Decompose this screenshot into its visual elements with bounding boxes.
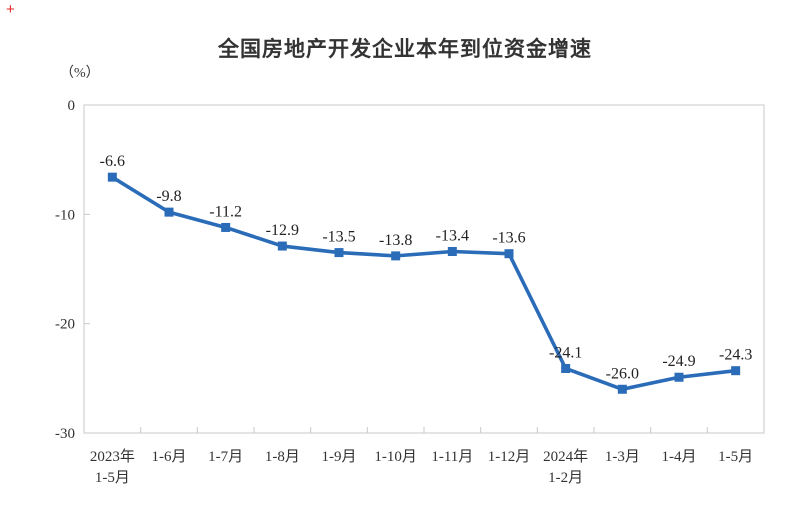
chart-title: 全国房地产开发企业本年到位资金增速 bbox=[218, 38, 592, 61]
x-axis-tick-label: 1-12月 bbox=[488, 449, 531, 465]
data-point-marker bbox=[504, 249, 514, 259]
x-axis-tick-label: 1-3月 bbox=[605, 449, 640, 465]
plot-border bbox=[83, 104, 765, 434]
data-point-label: -6.6 bbox=[100, 153, 125, 170]
data-point-marker bbox=[561, 363, 571, 373]
data-point-label: -13.8 bbox=[379, 232, 412, 249]
data-point-marker bbox=[107, 172, 117, 182]
data-point-marker bbox=[277, 241, 287, 251]
x-axis-tick-label: 1-8月 bbox=[265, 449, 300, 465]
red-plus-icon: + bbox=[6, 1, 15, 18]
x-axis-tick-label: 1-9月 bbox=[322, 449, 357, 465]
data-point-label: -12.9 bbox=[266, 222, 299, 239]
data-point-label: -13.4 bbox=[436, 228, 469, 245]
data-point-label: -24.9 bbox=[662, 353, 695, 370]
data-point-marker bbox=[674, 372, 684, 382]
x-axis-tick-label: 1-10月 bbox=[374, 449, 417, 465]
x-axis-tick-label: 1-6月 bbox=[152, 449, 187, 465]
x-axis-tick-label: 1-4月 bbox=[662, 449, 697, 465]
x-axis-tick-label: 1-7月 bbox=[208, 449, 243, 465]
y-axis-tick-label: 0 bbox=[68, 98, 76, 114]
x-axis-tick-label: 2023年 1-5月 bbox=[90, 448, 135, 486]
data-point-marker bbox=[447, 247, 457, 257]
data-point-label: -9.8 bbox=[156, 188, 181, 205]
data-point-label: -24.3 bbox=[719, 347, 752, 364]
data-point-label: -26.0 bbox=[606, 365, 639, 382]
data-point-marker bbox=[731, 366, 741, 376]
y-axis-unit-label: （%） bbox=[60, 66, 100, 81]
y-axis-tick-label: -30 bbox=[55, 426, 75, 442]
data-point-label: -13.6 bbox=[492, 230, 525, 247]
y-axis-tick-label: -20 bbox=[55, 317, 75, 333]
data-point-marker bbox=[164, 207, 174, 217]
trend-line bbox=[110, 175, 738, 392]
x-axis-tick-label: 2024年 1-2月 bbox=[543, 448, 588, 486]
data-point-marker bbox=[334, 248, 344, 258]
x-axis-tick-label: 1-11月 bbox=[431, 449, 473, 465]
data-point-label: -24.1 bbox=[549, 344, 582, 361]
y-axis-tick-label: -10 bbox=[55, 207, 75, 223]
data-point-label: -11.2 bbox=[209, 203, 242, 220]
x-axis-tick-label: 1-5月 bbox=[718, 449, 753, 465]
data-point-marker bbox=[391, 251, 401, 261]
data-point-marker bbox=[617, 384, 627, 394]
data-point-label: -13.5 bbox=[322, 229, 355, 246]
data-point-marker bbox=[221, 222, 231, 232]
